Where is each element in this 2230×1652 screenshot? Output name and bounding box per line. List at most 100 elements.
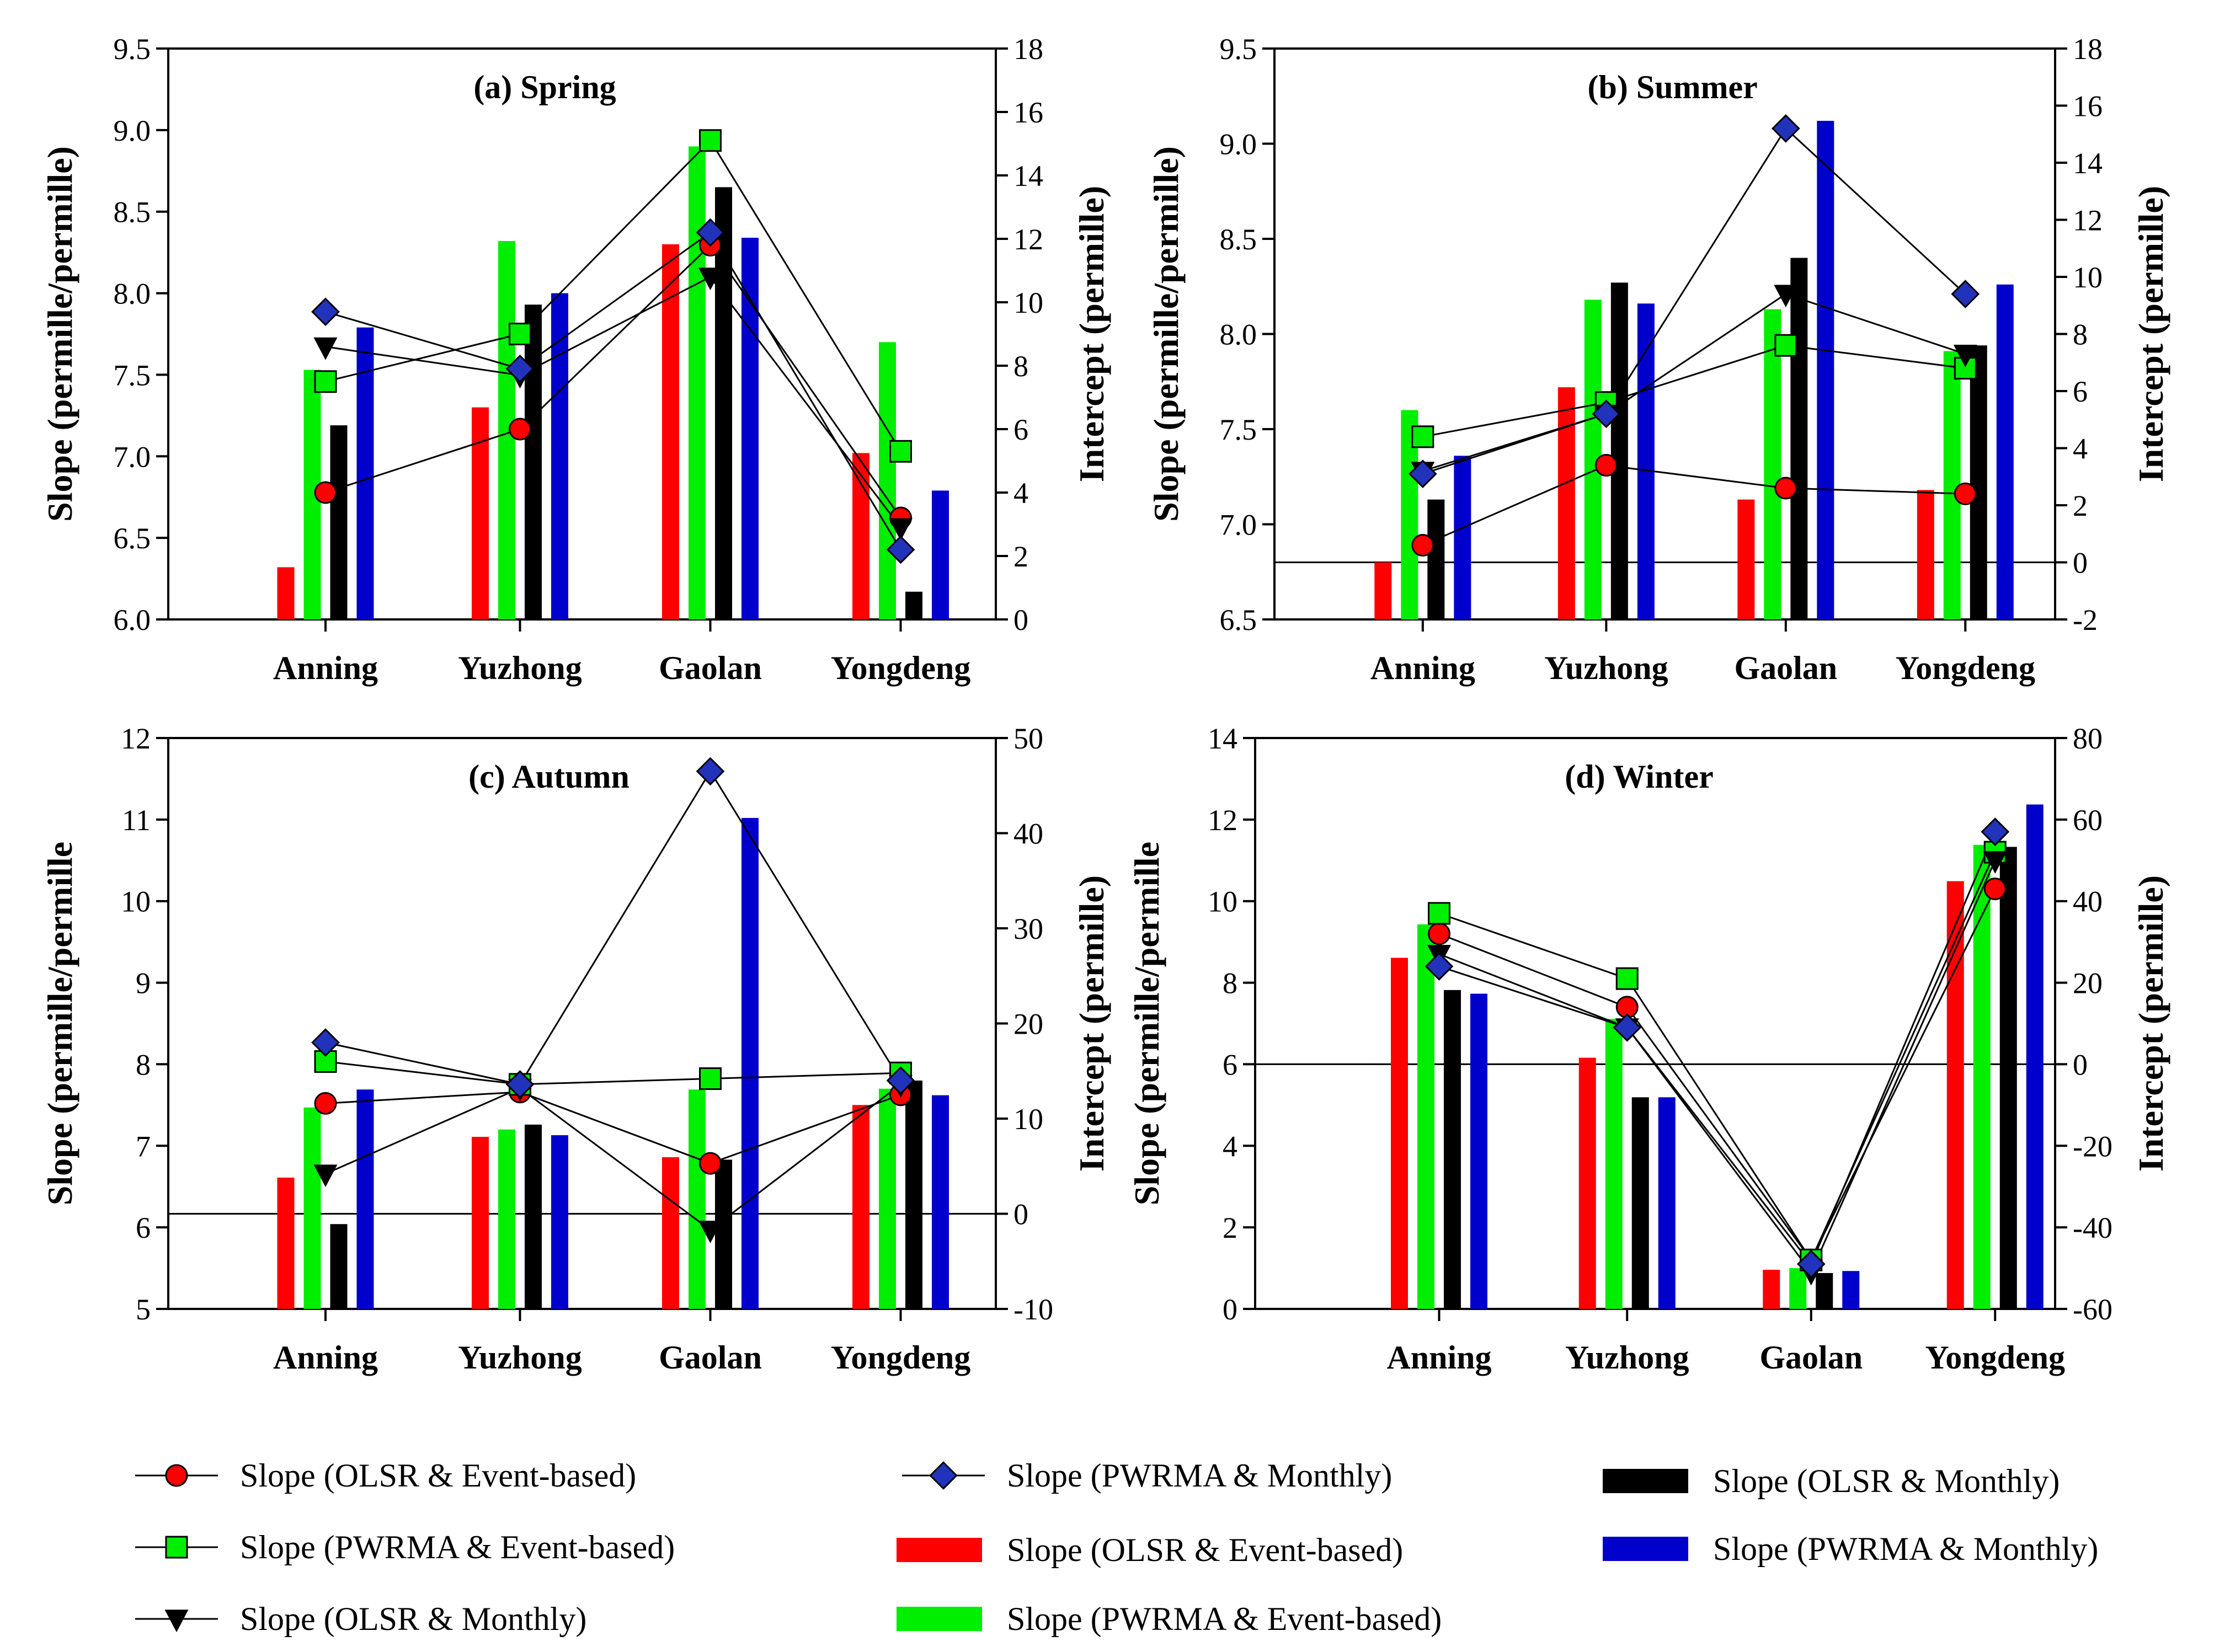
category-label: Anning [273,650,378,686]
left-tick-label: 9.0 [114,114,151,147]
point-1-gaolan [699,129,722,152]
right-tick-label: 40 [1013,817,1043,851]
panel-title: (d) Winter [1565,758,1713,795]
point-3-anning [311,1028,340,1057]
point-2-gaolan [1774,285,1798,308]
legend-label: Slope (OLSR & Event-based) [1007,1532,1403,1568]
legend: Slope (OLSR & Event-based) Slope (PWRMA &… [135,1457,2098,1637]
category-label: Gaolan [1759,1339,1863,1376]
right-tick-label: 14 [1013,159,1043,193]
bar-0-anning [277,567,295,619]
category-label: Yuzhong [458,1339,582,1376]
point-0-yongdeng [1954,482,1977,505]
left-tick-label: 8 [136,1048,151,1081]
bar-0-anning [1391,958,1408,1309]
point-1-gaolan [699,1067,722,1090]
bar-1-anning [303,1107,321,1309]
bar-3-gaolan [741,238,759,619]
left-tick-label: 6 [136,1211,151,1244]
y2-axis-title: Intercept (permille) [1072,186,1111,482]
point-0-gaolan [699,1152,722,1175]
legend-label: Slope (OLSR & Monthly) [1713,1463,2060,1499]
category-label: Yuzhong [1544,650,1668,686]
bar-1-yongdeng [1943,351,1961,619]
bar-3-yuzhong [551,1135,568,1309]
point-0-yuzhong [1594,454,1618,477]
right-tick-label: 16 [1013,96,1043,129]
bar-1-yuzhong [1605,1019,1623,1309]
right-tick-label: -2 [2073,603,2098,637]
bar-0-yuzhong [472,407,489,619]
category-label: Yongdeng [831,1339,970,1376]
right-tick-label: 20 [1013,1008,1043,1041]
right-tick-label: 0 [2073,1048,2088,1081]
bar-1-yongdeng [1973,844,1991,1309]
left-tick-label: 0 [1223,1293,1237,1326]
left-tick-label: 8.5 [114,196,151,229]
series-line-1 [1439,852,1996,1262]
right-tick-label: 8 [1013,350,1028,383]
legend-bar-swatch [897,1607,982,1631]
right-tick-label: 80 [2073,722,2103,755]
bar-1-gaolan [689,1089,706,1309]
left-tick-label: 6 [1223,1048,1237,1081]
category-label: Gaolan [659,1339,762,1376]
point-2-yongdeng [1983,851,2007,874]
bar-3-yongdeng [932,1095,949,1309]
point-3-gaolan [696,218,725,247]
point-3-yuzhong [1613,1013,1642,1042]
bar-2-anning [330,1224,348,1309]
bar-1-gaolan [1764,309,1781,619]
right-tick-label: 18 [1013,33,1043,66]
bar-0-yuzhong [1557,387,1575,619]
left-tick-label: 2 [1223,1211,1237,1244]
plot-frame [167,47,997,621]
bar-3-yongdeng [2026,804,2044,1309]
point-0-anning [314,1092,337,1115]
y2-axis-title: Intercept (permille) [2131,186,2170,482]
bar-0-gaolan [1737,499,1755,619]
left-tick-label: 10 [121,885,151,918]
bar-0-yongdeng [1946,881,1964,1309]
point-3-yongdeng [1981,817,2010,846]
legend-label: Slope (PWRMA & Event-based) [240,1529,675,1565]
left-tick-label: 12 [1208,804,1237,837]
y2-axis-title: Intercept (permille) [1072,875,1111,1172]
bar-2-yuzhong [1631,1097,1649,1309]
bar-2-gaolan [1790,258,1808,619]
category-label: Yongdeng [831,650,970,686]
category-label: Gaolan [659,650,762,686]
right-tick-label: 10 [1013,286,1043,319]
legend-circle-icon [165,1464,188,1487]
right-tick-label: 12 [2073,204,2103,237]
chart-panel-1: 6.5 7.0 7.5 8.0 8.5 9.0 9.5 -2 0 2 4 6 8 10 12 14 16 18 An… [1146,33,2170,686]
left-tick-label: 7.5 [1220,413,1257,446]
bar-3-yuzhong [1658,1097,1676,1309]
series-line-3 [325,231,901,550]
legend-bar-swatch [1603,1469,1688,1493]
left-tick-label: 14 [1208,722,1237,755]
bar-2-yongdeng [905,591,922,619]
y-axis-title: Slope (permille/permille) [40,146,79,522]
bar-0-gaolan [662,244,679,619]
left-tick-label: 11 [122,804,151,837]
bar-0-gaolan [1763,1270,1780,1309]
point-2-yongdeng [889,518,913,541]
legend-label: Slope (PWRMA & Monthly) [1007,1457,1392,1494]
point-0-anning [314,481,337,504]
bar-0-yuzhong [1578,1057,1596,1309]
right-tick-label: 0 [1013,603,1028,637]
left-tick-label: 7.5 [114,359,151,392]
left-tick-label: 9.5 [1220,33,1257,66]
bar-3-anning [356,1089,374,1309]
bar-2-yongdeng [1970,345,1987,619]
right-tick-label: 4 [1013,477,1028,510]
chart-panel-3: 0 2 4 6 8 10 12 14 -60 -40 -20 0 20 40 60 80 Anning Yuzho… [1127,722,2170,1376]
legend-triangle-down-icon [164,1610,189,1633]
chart-panel-0: 6.0 6.5 7.0 7.5 8.0 8.5 9.0 9.5 0 2 4 6 8 10 12 14 16 18 A… [40,33,1111,686]
left-tick-label: 12 [121,722,151,755]
point-3-anning [1425,952,1454,981]
point-1-anning [1411,425,1434,448]
category-label: Anning [273,1339,378,1376]
bar-0-gaolan [662,1157,679,1309]
